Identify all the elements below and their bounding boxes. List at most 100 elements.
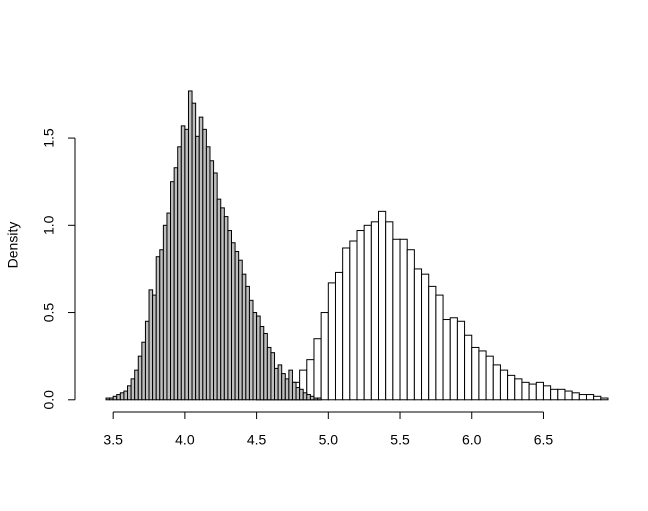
histogram-bar [144, 320, 150, 401]
histogram-bar [313, 338, 322, 401]
histogram-bar [195, 135, 200, 401]
histogram-bar [413, 268, 423, 401]
histogram-bar [159, 249, 164, 401]
histogram-bar [209, 160, 215, 401]
histogram-bar [198, 116, 204, 401]
histogram-bar [564, 390, 573, 401]
histogram-bar [162, 224, 168, 401]
histogram-bar [173, 167, 179, 401]
histogram-bar [234, 250, 240, 401]
histogram-bar [320, 312, 329, 401]
histogram-bar [449, 317, 458, 401]
histogram-bar [248, 299, 254, 401]
histogram-bar [528, 383, 537, 401]
histogram-bar [485, 355, 494, 401]
histogram-bar [342, 247, 351, 401]
histogram-bar [499, 369, 509, 401]
histogram-bar [170, 181, 175, 401]
histogram-bar [309, 395, 315, 401]
histogram-bar [399, 238, 408, 401]
histogram-bar [542, 385, 552, 401]
histogram-bar [241, 273, 247, 401]
histogram-bar [471, 346, 480, 401]
x-tick-label: 3.5 [103, 432, 123, 448]
y-tick-label: 0.5 [41, 303, 57, 323]
histogram-bar [223, 216, 229, 401]
histogram-bar [585, 394, 595, 401]
histogram-bar [231, 242, 236, 401]
histogram-bar [464, 334, 473, 401]
histogram-bar [600, 397, 609, 401]
histogram-bar [252, 312, 258, 401]
histogram-bar [109, 397, 114, 401]
histogram-bar [123, 390, 129, 401]
histogram-bar [435, 294, 444, 401]
histogram-bar [535, 381, 544, 401]
histogram-bar [593, 395, 602, 401]
histogram-bar [291, 381, 297, 401]
y-tick-label: 1.0 [41, 215, 57, 235]
histogram-bar [177, 146, 182, 401]
histogram-bar [119, 392, 125, 401]
histogram-bar [134, 369, 139, 401]
histogram-bar [263, 332, 268, 401]
y-axis-label: Density [5, 222, 21, 269]
histogram-bar [456, 320, 466, 401]
histogram-bar [202, 128, 207, 401]
histogram-bar [127, 385, 132, 401]
histogram-bar [478, 350, 487, 401]
histogram-bar [302, 392, 308, 401]
histogram-bar [406, 249, 415, 401]
histogram-bar [155, 256, 161, 401]
y-tick-label: 1.5 [41, 128, 57, 148]
histogram-bar [492, 364, 501, 401]
histogram-bar [349, 240, 358, 401]
histogram-bar [148, 289, 154, 401]
histogram-bar [184, 128, 189, 401]
histogram-bar [245, 285, 250, 401]
x-tick-label: 6.5 [534, 432, 554, 448]
x-tick-label: 6.0 [462, 432, 482, 448]
histogram-bar [216, 198, 222, 401]
histogram-bar [130, 378, 136, 401]
histogram-bar [571, 392, 580, 401]
histogram-bar [281, 373, 286, 401]
histogram-bar [213, 172, 218, 401]
histogram-bar [306, 394, 311, 401]
x-tick-label: 5.5 [390, 432, 410, 448]
histogram-bar [259, 326, 265, 401]
histogram-bar [327, 282, 336, 401]
histogram-bar [152, 294, 157, 401]
histogram-bar [288, 369, 293, 401]
histogram-bar [428, 285, 437, 401]
histogram-bar [363, 224, 372, 401]
histogram-bar [421, 273, 430, 401]
histogram-bar [180, 125, 186, 401]
histogram-bar [514, 378, 523, 401]
x-tick-label: 5.0 [319, 432, 339, 448]
histogram-bar [317, 397, 322, 401]
histogram-bar [370, 221, 380, 401]
histogram-bar [137, 355, 143, 401]
histogram-bar [270, 352, 276, 401]
histogram-bar [295, 387, 301, 401]
histogram-bar [334, 271, 344, 401]
histogram-bar [356, 230, 365, 401]
histogram-bar [299, 388, 304, 401]
histogram-bar [557, 388, 566, 401]
histogram-bar [256, 315, 261, 401]
histogram-bar [392, 238, 401, 401]
histogram-bar [141, 341, 146, 401]
histogram-bar [277, 364, 283, 401]
histogram-bar [550, 388, 559, 401]
histogram-bar [191, 102, 197, 401]
histogram-bar [507, 374, 516, 401]
histogram-bar [306, 359, 315, 401]
x-tick-label: 4.0 [175, 432, 195, 448]
histogram-bar [442, 319, 451, 401]
histogram-bar [238, 259, 243, 401]
histogram-bar [578, 394, 587, 401]
histogram-bar [313, 397, 319, 401]
